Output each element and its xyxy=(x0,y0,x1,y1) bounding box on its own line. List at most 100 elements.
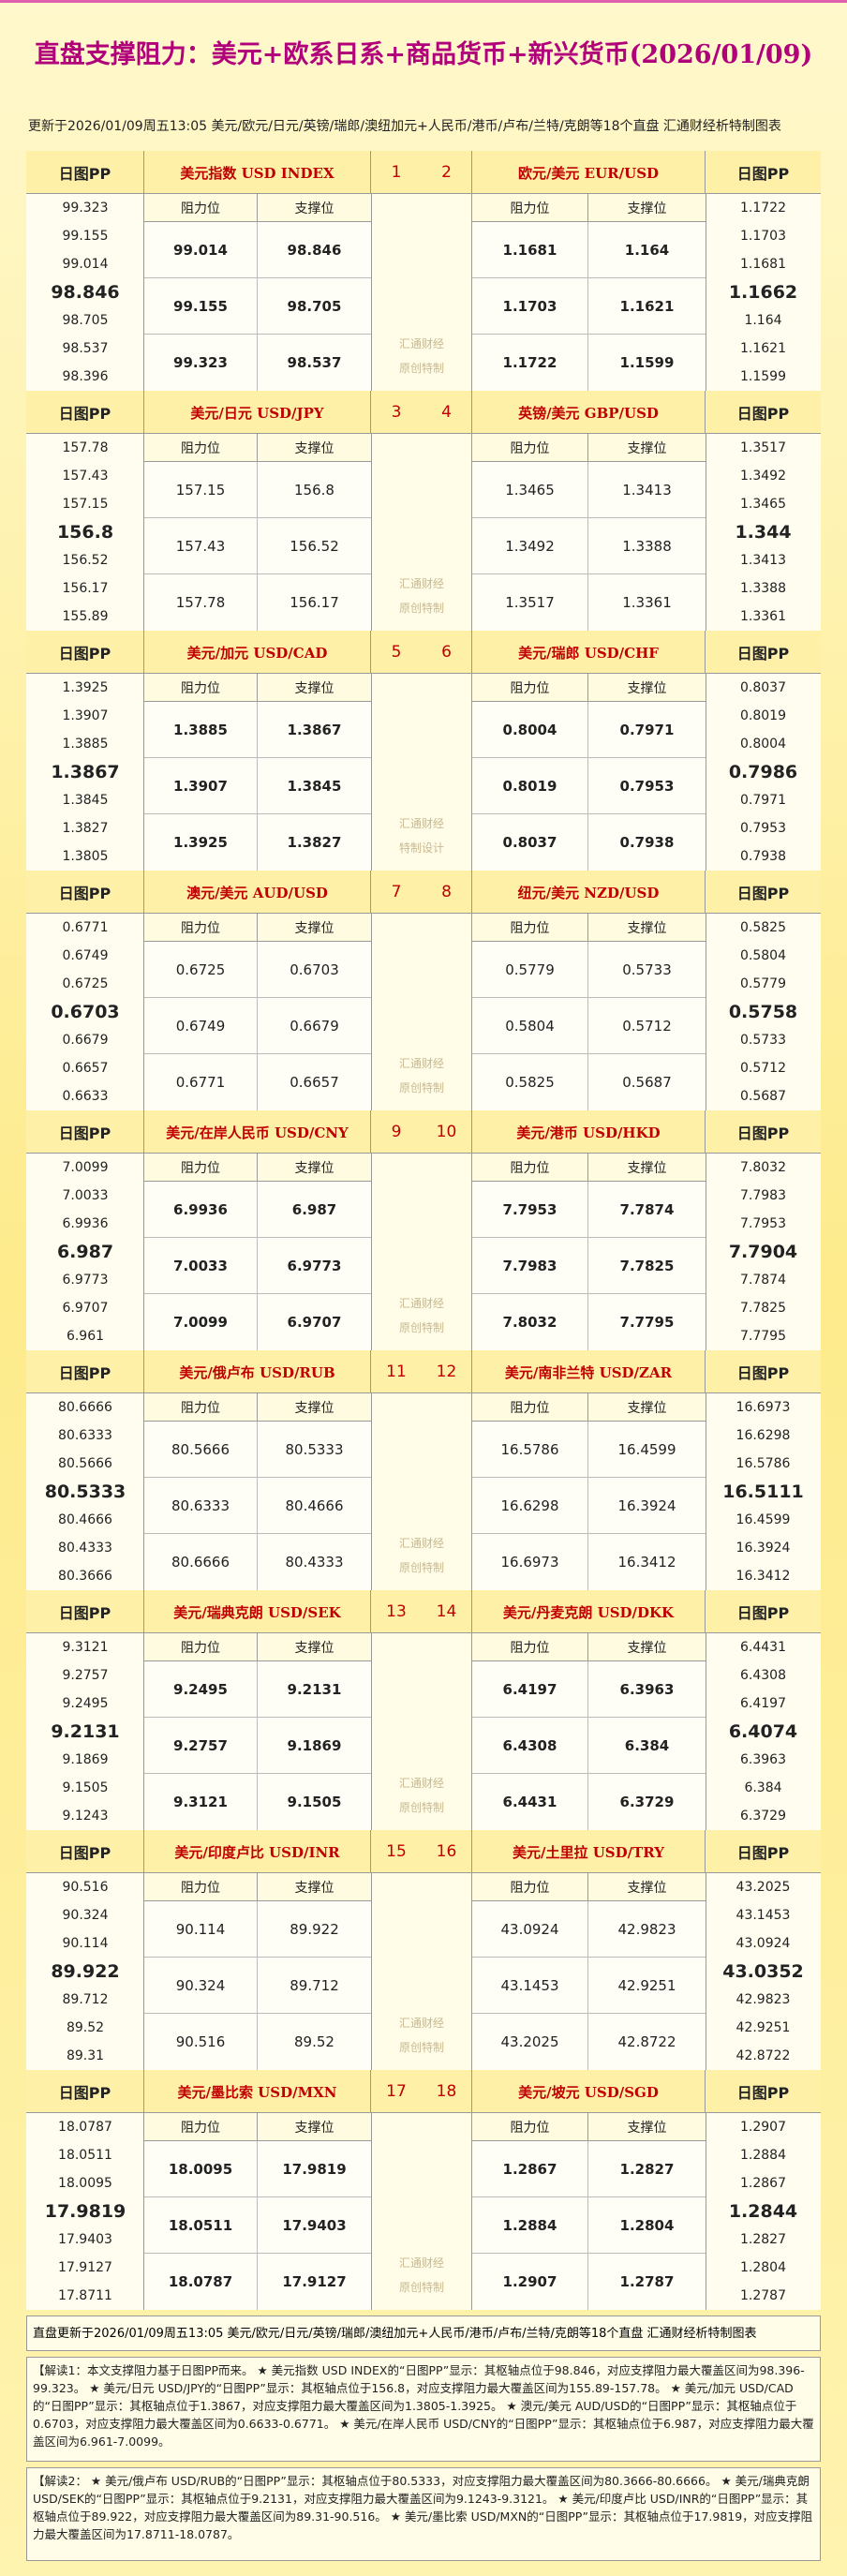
resistance-value: 80.5666 xyxy=(144,1422,258,1478)
watermark: 原创特制 xyxy=(398,361,444,375)
pp-column xyxy=(706,914,821,1110)
middle-column xyxy=(371,434,472,631)
resistance-value: 1.2867 xyxy=(472,2141,588,2197)
pp-value: 1.1722 xyxy=(740,201,786,216)
pivot-value: 7.7904 xyxy=(728,1242,798,1262)
pp-column xyxy=(26,674,144,871)
column-header: 阻力位 xyxy=(144,1154,258,1182)
support-value: 1.1621 xyxy=(588,278,706,335)
note: 【解读1：本文支撑阻力基于日图PP而来。 ★ 美元指数 USD INDEX的“日… xyxy=(26,2357,821,2462)
pp-column xyxy=(26,914,144,1110)
block-number: 10 xyxy=(422,1110,472,1154)
resistance-value: 16.6973 xyxy=(472,1534,588,1590)
column-header: 阻力位 xyxy=(144,1633,258,1661)
support-value: 0.6679 xyxy=(258,998,371,1054)
pivot-value: 6.4074 xyxy=(728,1721,798,1742)
pp-value: 80.5666 xyxy=(58,1456,112,1471)
middle-column xyxy=(371,674,472,871)
support-value: 7.7795 xyxy=(588,1294,706,1350)
header-row xyxy=(26,2070,821,2113)
support-value: 1.2804 xyxy=(588,2197,706,2254)
support-value: 1.2827 xyxy=(588,2141,706,2197)
support-value: 0.6703 xyxy=(258,942,371,998)
pp-column xyxy=(706,2113,821,2310)
block-number: 3 xyxy=(391,403,402,422)
pair-name: 美元/土里拉 USD/TRY xyxy=(472,1830,706,1873)
pp-value: 1.2827 xyxy=(740,2232,786,2247)
pp-value: 0.8037 xyxy=(740,680,786,695)
support-value: 6.9707 xyxy=(258,1294,371,1350)
column-header: 支撑位 xyxy=(588,434,706,462)
watermark: 原创特制 xyxy=(398,2040,444,2054)
pp-value: 7.8032 xyxy=(740,1160,786,1175)
pp-value: 1.1621 xyxy=(740,341,786,356)
pair-name: 美元/在岸人民币 USD/CNY xyxy=(144,1110,371,1154)
pp-value: 9.1869 xyxy=(62,1752,109,1767)
support-value: 80.5333 xyxy=(258,1422,371,1478)
middle-column xyxy=(371,194,472,391)
pp-value: 17.9127 xyxy=(58,2260,112,2275)
support-value: 42.9251 xyxy=(588,1958,706,2014)
pp-value: 1.3517 xyxy=(740,440,786,455)
pp-value: 0.6725 xyxy=(62,976,109,991)
pair-name: 美元/瑞郎 USD/CHF xyxy=(472,631,706,674)
watermark: 汇通财经 xyxy=(398,2256,444,2270)
middle-column xyxy=(371,914,472,1110)
pp-value: 0.7938 xyxy=(740,849,786,864)
pp-value: 0.8004 xyxy=(740,737,786,752)
resistance-value: 1.1722 xyxy=(472,335,588,391)
support-value: 1.3867 xyxy=(258,702,371,758)
column-header: 支撑位 xyxy=(258,1873,371,1901)
support-value: 9.1505 xyxy=(258,1774,371,1830)
resistance-value: 0.5825 xyxy=(472,1054,588,1110)
resistance-value: 1.1703 xyxy=(472,278,588,335)
watermark: 原创特制 xyxy=(398,2280,444,2294)
column-header: 支撑位 xyxy=(588,2113,706,2141)
pp-value: 1.3805 xyxy=(62,849,109,864)
pair-name: 美元/瑞典克朗 USD/SEK xyxy=(144,1590,371,1633)
header-row xyxy=(26,1350,821,1393)
pp-value: 16.6298 xyxy=(736,1428,791,1443)
watermark: 汇通财经 xyxy=(398,2016,444,2030)
support-value: 0.7971 xyxy=(588,702,706,758)
pp-value: 1.3492 xyxy=(740,469,786,484)
pp-value: 157.78 xyxy=(62,440,109,455)
pp-column xyxy=(706,1633,821,1830)
header-row xyxy=(26,631,821,674)
resistance-value: 90.114 xyxy=(144,1901,258,1958)
pp-value: 9.1243 xyxy=(62,1809,109,1824)
support-value: 0.5733 xyxy=(588,942,706,998)
pivot-value: 0.7986 xyxy=(728,762,798,782)
pair-name: 纽元/美元 NZD/USD xyxy=(472,871,706,914)
pp-value: 156.52 xyxy=(62,553,109,568)
pp-value: 80.4333 xyxy=(58,1541,112,1556)
pair-name: 美元/坡元 USD/SGD xyxy=(472,2070,706,2113)
pp-value: 1.3845 xyxy=(62,793,109,808)
pp-value: 156.17 xyxy=(62,581,109,596)
column-header: 阻力位 xyxy=(472,914,588,942)
support-value: 98.846 xyxy=(258,222,371,278)
pp-value: 1.2884 xyxy=(740,2148,786,2163)
middle-column xyxy=(371,1154,472,1350)
resistance-value: 0.5779 xyxy=(472,942,588,998)
pp-column xyxy=(26,194,144,391)
column-header: 阻力位 xyxy=(472,194,588,222)
title: 直盘支撑阻力：美元+欧系日系+商品货币+新兴货币(2026/01/09) xyxy=(34,39,813,69)
column-header: 阻力位 xyxy=(144,194,258,222)
support-value: 80.4333 xyxy=(258,1534,371,1590)
watermark: 汇通财经 xyxy=(398,1296,444,1310)
resistance-value: 1.1681 xyxy=(472,222,588,278)
watermark: 汇通财经 xyxy=(398,816,444,830)
pp-value: 1.1703 xyxy=(740,229,786,244)
support-value: 17.9819 xyxy=(258,2141,371,2197)
resistance-value: 1.3517 xyxy=(472,574,588,631)
middle-column xyxy=(371,1633,472,1830)
resistance-value: 18.0095 xyxy=(144,2141,258,2197)
pivot-value: 6.987 xyxy=(56,1242,114,1262)
support-value: 1.3827 xyxy=(258,814,371,871)
middle-column xyxy=(371,1393,472,1590)
watermark: 原创特制 xyxy=(398,1800,444,1814)
note: 【解读2： ★ 美元/俄卢布 USD/RUB的“日图PP”显示：其枢轴点位于80… xyxy=(26,2467,821,2561)
pp-header: 日图PP xyxy=(736,1364,790,1382)
pivot-value: 16.5111 xyxy=(722,1482,804,1502)
